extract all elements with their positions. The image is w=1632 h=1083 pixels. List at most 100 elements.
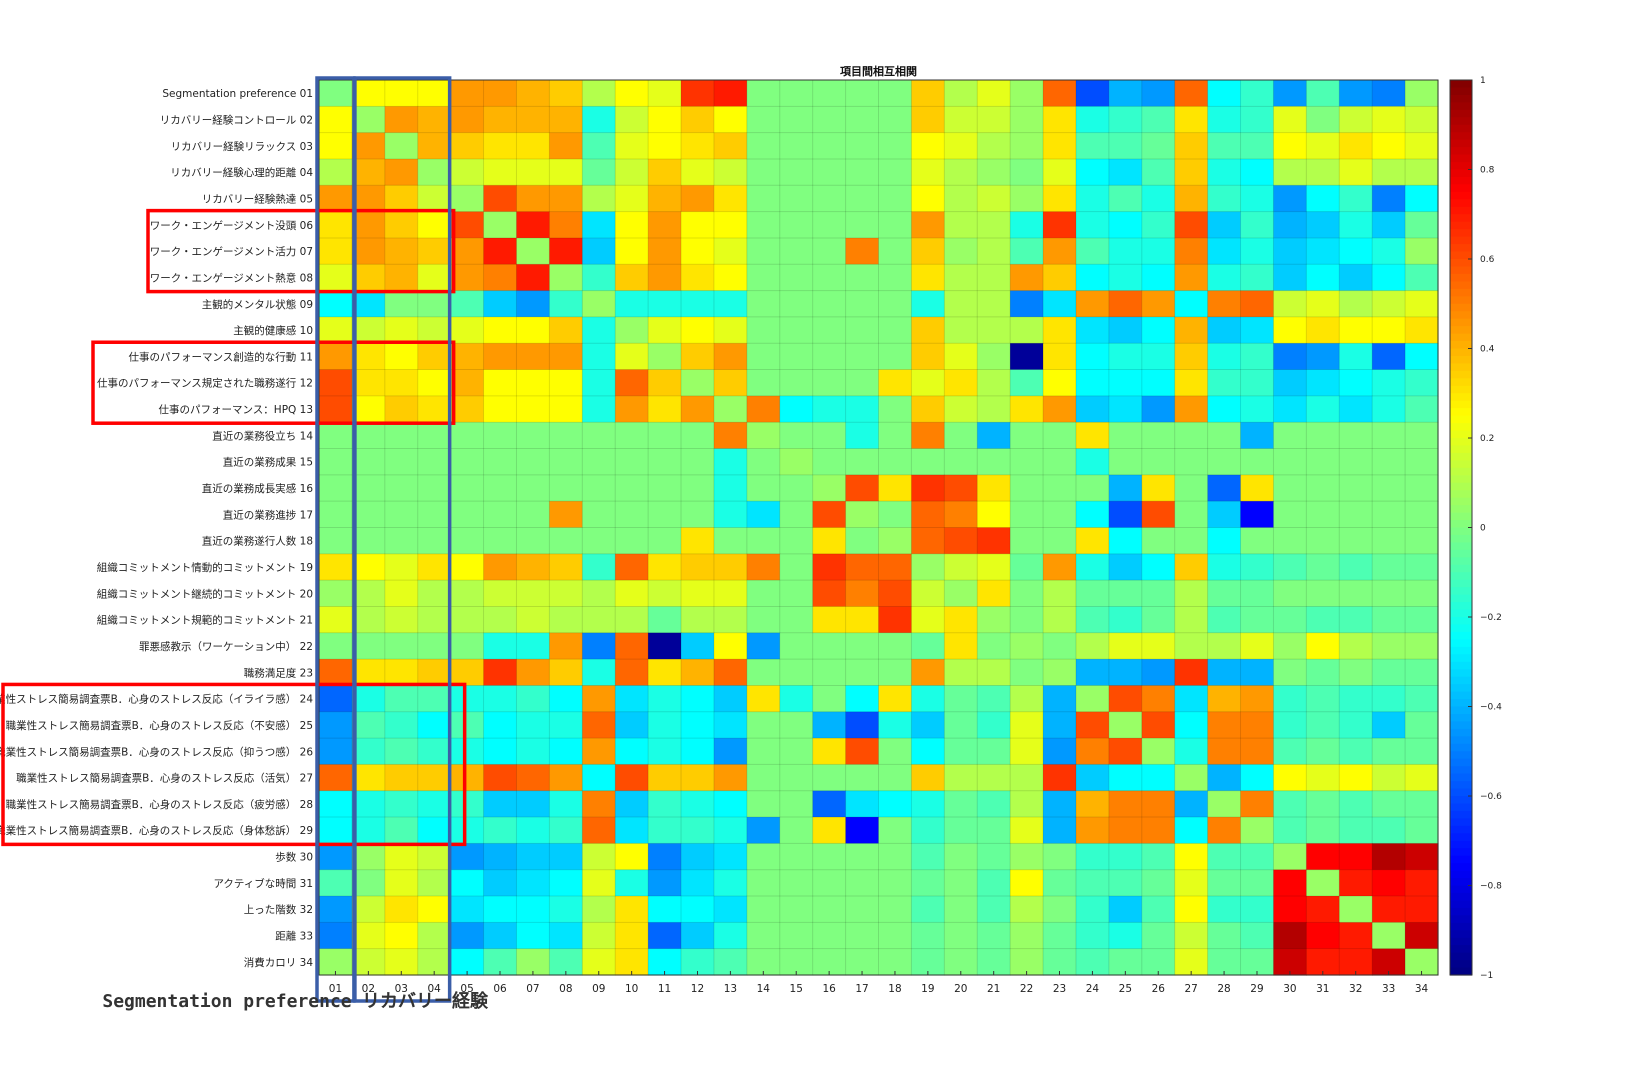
heatmap-cell (1207, 685, 1242, 713)
heatmap-cell (1108, 738, 1143, 766)
colorbar-segment (1450, 139, 1472, 148)
heatmap-cell (384, 237, 419, 265)
heatmap-cell (615, 316, 649, 344)
heatmap-cell (1207, 896, 1242, 923)
x-tick-label: 01 (329, 983, 342, 995)
colorbar-segment (1450, 907, 1472, 916)
heatmap-cell (911, 632, 945, 660)
heatmap-cell (417, 685, 452, 713)
heatmap-cell (417, 264, 452, 292)
heatmap-cell (417, 158, 452, 186)
heatmap-cell (483, 738, 518, 766)
heatmap-cell (944, 580, 978, 608)
heatmap-cell (681, 790, 715, 818)
heatmap-cell (1010, 395, 1044, 423)
heatmap-cell (351, 580, 386, 608)
heatmap-cell (1174, 817, 1209, 844)
heatmap-cell (812, 185, 847, 213)
heatmap-cell (351, 869, 386, 897)
heatmap-cell (1207, 817, 1242, 844)
heatmap-cell (516, 158, 550, 186)
colorbar-segment (1450, 348, 1472, 357)
heatmap-cell (713, 264, 748, 292)
heatmap-cell (450, 422, 485, 450)
colorbar-segment (1450, 878, 1472, 887)
heatmap-cell (878, 343, 913, 371)
heatmap-cell (845, 632, 880, 660)
heatmap-cell (1075, 316, 1110, 344)
heatmap-cell (845, 237, 880, 265)
heatmap-cell (1240, 659, 1275, 687)
heatmap-cell (1174, 316, 1209, 344)
heatmap-cell (1273, 632, 1307, 660)
heatmap-cell (1372, 211, 1406, 239)
heatmap-cell (944, 527, 978, 555)
y-tick-label: 職業性ストレス簡易調査票B．心身のストレス反応（身体愁訴） 29 (0, 824, 313, 837)
heatmap-cell (1372, 580, 1406, 608)
heatmap-cell (450, 237, 485, 265)
heatmap-cell (812, 211, 847, 239)
heatmap-cell (911, 474, 945, 502)
heatmap-cell (1108, 132, 1143, 160)
x-tick-label: 21 (987, 983, 1000, 995)
heatmap-cell (549, 843, 583, 871)
heatmap-cell (746, 395, 781, 423)
heatmap-cell (351, 790, 386, 818)
heatmap-cell (450, 369, 485, 397)
heatmap-cell (1043, 843, 1077, 871)
heatmap-cell (648, 80, 682, 107)
heatmap-cell (681, 185, 715, 213)
heatmap-cell (812, 738, 847, 766)
heatmap-cell (1405, 343, 1439, 371)
heatmap-cell (845, 448, 880, 476)
heatmap-cell (615, 922, 649, 950)
heatmap-cell (1372, 80, 1406, 107)
heatmap-cell (812, 817, 847, 844)
heatmap-cell (746, 659, 781, 687)
heatmap-cell (582, 343, 616, 371)
heatmap-cell (878, 211, 913, 239)
heatmap-cell (1372, 106, 1406, 134)
colorbar-segment (1450, 236, 1472, 245)
heatmap-cell (1240, 422, 1275, 450)
colorbar-segment (1450, 736, 1472, 745)
heatmap-cell (549, 80, 583, 107)
heatmap-cell (582, 80, 616, 107)
heatmap-cell (450, 869, 485, 897)
heatmap-cell (713, 711, 748, 739)
heatmap-cell (1075, 369, 1110, 397)
heatmap-cell (977, 685, 1011, 713)
heatmap-cell (1207, 632, 1242, 660)
heatmap-cell (516, 211, 550, 239)
heatmap-cell (1075, 869, 1110, 897)
heatmap-cell (582, 632, 616, 660)
heatmap-cell (911, 343, 945, 371)
heatmap-cell (779, 237, 814, 265)
heatmap-cell (319, 343, 353, 371)
heatmap-cell (1240, 580, 1275, 608)
heatmap-cell (944, 817, 978, 844)
heatmap-cell (1405, 817, 1439, 844)
heatmap-cell (944, 395, 978, 423)
colorbar: 1 0.8 0.6 0.4 0.2 0 −0.2 −0.4 −0.6 −0.8 −1 (1449, 76, 1502, 981)
heatmap-cell (779, 343, 814, 371)
heatmap-cell (1010, 474, 1044, 502)
heatmap-cell (483, 764, 518, 792)
heatmap-cell (1306, 685, 1340, 713)
x-tick-label: 18 (888, 983, 901, 995)
heatmap-cell (812, 132, 847, 160)
heatmap-cell (1339, 632, 1373, 660)
heatmap-cell (516, 395, 550, 423)
heatmap-cell (516, 316, 550, 344)
heatmap-cell (582, 843, 616, 871)
heatmap-cell (681, 316, 715, 344)
heatmap-cell (1141, 80, 1176, 107)
colorbar-segment (1450, 960, 1472, 969)
heatmap-cell (1174, 158, 1209, 186)
heatmap-cell (944, 606, 978, 634)
heatmap-cell (746, 606, 781, 634)
highlight-box-red (1, 682, 467, 847)
heatmap-cell (648, 448, 682, 476)
heatmap-cell (1207, 922, 1242, 950)
heatmap-cell (384, 817, 419, 844)
